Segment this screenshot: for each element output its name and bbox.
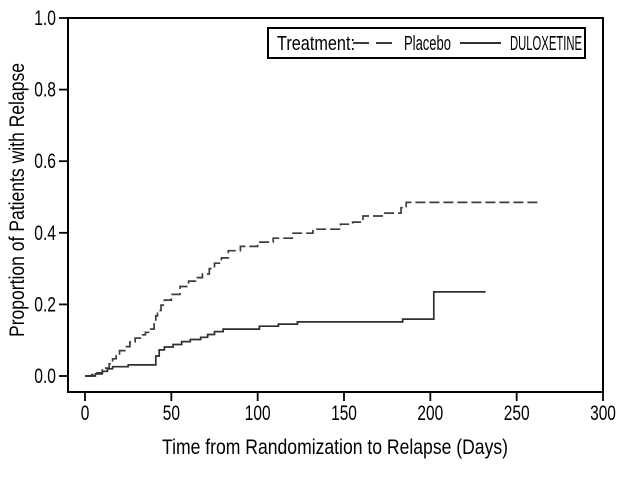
- x-tick-label: 250: [504, 402, 530, 425]
- y-tick-label: 0.8: [34, 79, 56, 102]
- x-tick-label: 300: [590, 402, 616, 425]
- y-axis-title: Proportion of Patients with Relapse: [6, 63, 29, 337]
- legend-title: Treatment:: [277, 33, 355, 55]
- y-axis: 0.0 0.2 0.4 0.6 0.8 1.0: [34, 7, 68, 388]
- x-axis: 0 50 100 150 200 250 300: [81, 392, 616, 425]
- y-tick-label: 0.0: [34, 365, 56, 388]
- x-tick-label: 50: [163, 402, 180, 425]
- legend: Treatment: Placebo DULOXETINE: [267, 27, 586, 59]
- x-tick-label: 200: [417, 402, 443, 425]
- data-series: [85, 201, 541, 377]
- x-axis-title: Time from Randomization to Relapse (Days…: [162, 436, 508, 459]
- legend-duloxetine-label: DULOXETINE: [510, 33, 582, 55]
- y-tick-label: 1.0: [34, 7, 56, 30]
- y-tick-label: 0.6: [34, 150, 56, 173]
- x-tick-label: 100: [245, 402, 271, 425]
- series-placebo-curve: [85, 201, 541, 377]
- legend-placebo-label: Placebo: [404, 33, 451, 55]
- x-tick-label: 0: [81, 402, 90, 425]
- series-duloxetine-curve: [85, 291, 486, 377]
- y-tick-label: 0.2: [34, 293, 56, 316]
- plot-area: [67, 17, 604, 393]
- y-tick-label: 0.4: [34, 222, 56, 245]
- legend-box: [267, 27, 586, 59]
- x-tick-label: 150: [331, 402, 357, 425]
